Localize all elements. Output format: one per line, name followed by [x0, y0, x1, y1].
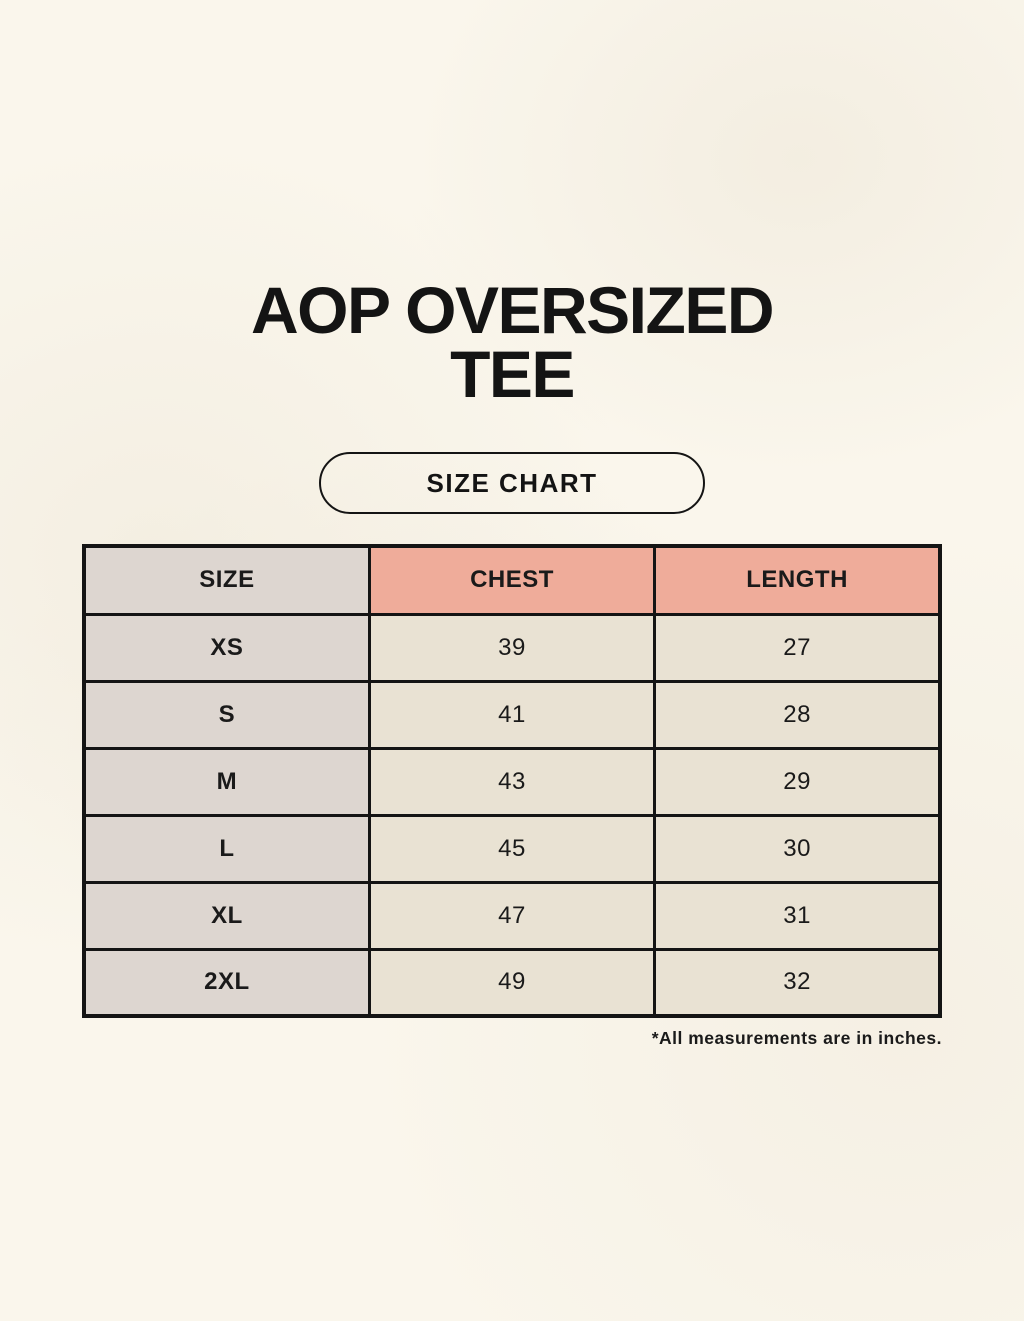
page-title-line-1: AOP OVERSIZED	[250, 273, 775, 347]
column-header-length: LENGTH	[653, 544, 942, 616]
size-chart-badge-label: SIZE CHART	[426, 467, 598, 498]
size-cell: M	[82, 746, 371, 817]
chest-cell: 41	[367, 679, 657, 750]
length-cell: 32	[653, 947, 942, 1018]
page-title-line-2: TEE	[450, 337, 575, 411]
chest-cell: 39	[367, 612, 657, 683]
chest-cell: 47	[367, 880, 657, 951]
size-cell: L	[82, 813, 371, 884]
table-row: XL 47 31	[82, 880, 942, 951]
length-cell: 29	[653, 746, 942, 817]
length-cell: 28	[653, 679, 942, 750]
column-header-size: SIZE	[82, 544, 371, 616]
column-header-chest: CHEST	[367, 544, 657, 616]
chest-cell: 43	[367, 746, 657, 817]
table-header-row: SIZE CHEST LENGTH	[82, 544, 942, 616]
table-row: XS 39 27	[82, 612, 942, 683]
chest-cell: 49	[367, 947, 657, 1018]
size-cell: XS	[82, 612, 371, 683]
size-cell: XL	[82, 880, 371, 951]
size-chart-table-container: SIZE CHEST LENGTH XS 39 27 S 41 28 M	[82, 544, 942, 1018]
length-cell: 30	[653, 813, 942, 884]
table-row: L 45 30	[82, 813, 942, 884]
table-row: M 43 29	[82, 746, 942, 817]
chest-cell: 45	[367, 813, 657, 884]
size-cell: S	[82, 679, 371, 750]
page-title: AOP OVERSIZED TEE	[0, 273, 1024, 411]
length-cell: 31	[653, 880, 942, 951]
size-chart-badge[interactable]: SIZE CHART	[319, 452, 705, 514]
length-cell: 27	[653, 612, 942, 683]
table-row: 2XL 49 32	[82, 947, 942, 1018]
size-chart-table: SIZE CHEST LENGTH XS 39 27 S 41 28 M	[82, 544, 942, 1018]
size-cell: 2XL	[82, 947, 371, 1018]
measurements-note: *All measurements are in inches.	[651, 1028, 942, 1048]
table-row: S 41 28	[82, 679, 942, 750]
